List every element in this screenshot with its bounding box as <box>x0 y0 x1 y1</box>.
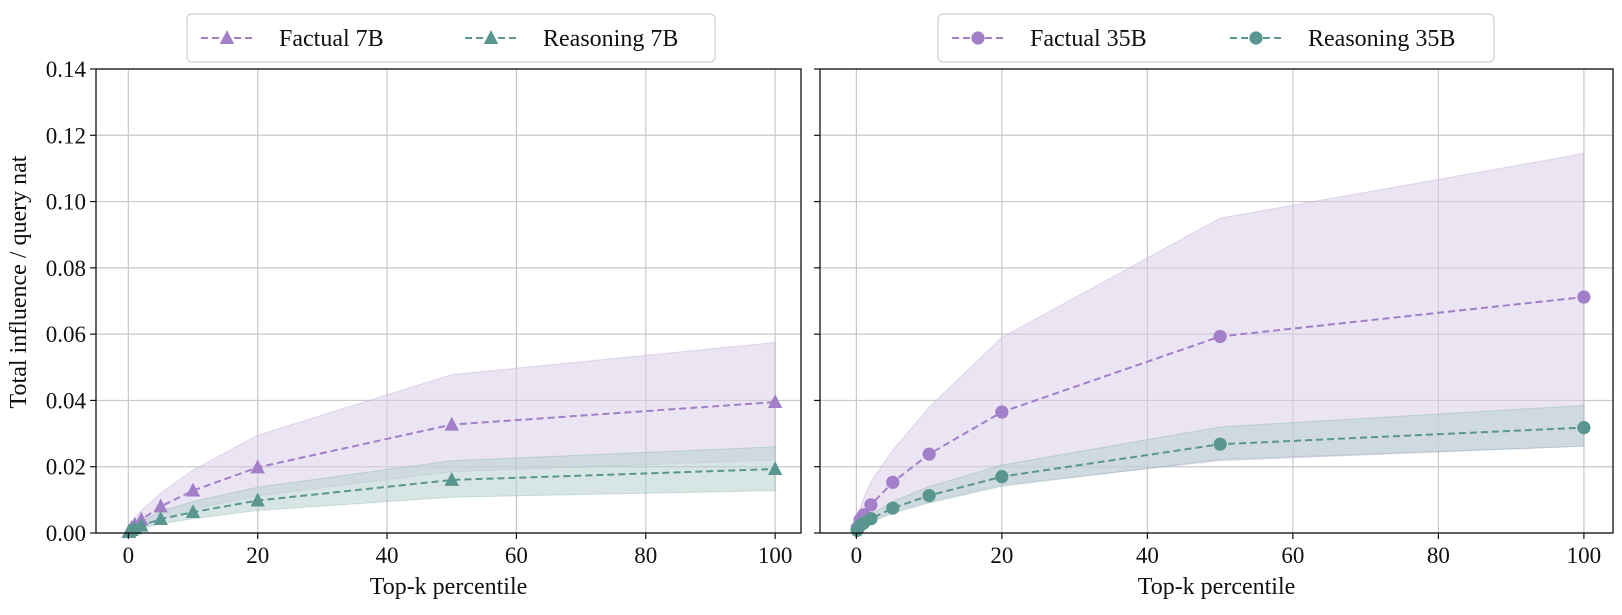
data-point <box>185 482 201 497</box>
data-point <box>153 511 168 526</box>
legend-label: Factual 7B <box>279 26 384 52</box>
legend-marker <box>219 30 235 44</box>
panel-1: 0 20 40 60 80 100 0.00 0.02 0.04 0.06 0.08 0.10 0.12… <box>46 13 802 600</box>
legend-box <box>186 13 716 63</box>
data-point <box>1213 437 1227 451</box>
data-point <box>767 461 783 475</box>
data-point <box>250 492 265 507</box>
y-axis-label: Total influence / query nat <box>6 155 32 408</box>
legend-marker <box>483 30 499 44</box>
y-tick-label: 0.14 <box>46 57 87 82</box>
x-tick-label: 80 <box>634 543 657 568</box>
x-tick-label: 40 <box>1136 543 1159 568</box>
x-tick-label: 20 <box>990 543 1013 568</box>
data-point <box>767 394 783 409</box>
data-point <box>153 498 168 513</box>
x-tick-label: 20 <box>246 543 269 568</box>
y-tick-label: 0.02 <box>46 455 86 480</box>
legend-marker <box>971 31 985 45</box>
x-tick-label: 100 <box>1567 543 1602 568</box>
x-tick-label: 0 <box>851 543 863 568</box>
data-point <box>886 475 900 489</box>
x-tick-label: 100 <box>758 543 793 568</box>
y-tick-label: 0.00 <box>46 521 86 546</box>
legend-label: Reasoning 35B <box>1308 26 1455 52</box>
data-point <box>134 517 149 532</box>
data-point <box>185 504 201 519</box>
y-tick-label: 0.10 <box>46 190 86 215</box>
data-point <box>995 405 1009 419</box>
data-point <box>864 498 878 512</box>
data-point <box>995 470 1009 484</box>
data-point <box>444 472 459 486</box>
legend-marker <box>1249 31 1263 45</box>
x-tick-label: 60 <box>505 543 528 568</box>
x-tick-label: 80 <box>1427 543 1450 568</box>
x-axis-label: Top-k percentile <box>370 574 528 600</box>
x-tick-label: 60 <box>1281 543 1304 568</box>
legend-box <box>937 13 1495 63</box>
legend: Factual 35B Reasoning 35B <box>937 13 1495 63</box>
data-point <box>922 488 936 503</box>
panel-2: 0 20 40 60 80 100 Top-k percentile Factual 35B R… <box>814 13 1614 600</box>
data-point <box>864 512 878 526</box>
x-tick-label: 40 <box>376 543 399 568</box>
data-point <box>1213 329 1227 344</box>
y-tick-label: 0.08 <box>46 256 86 281</box>
plot-frame <box>95 68 802 534</box>
x-tick-label: 0 <box>123 543 135 568</box>
y-tick-label: 0.06 <box>46 322 86 347</box>
data-point <box>1577 290 1591 304</box>
y-tick-label: 0.12 <box>46 123 86 148</box>
x-axis-label: Top-k percentile <box>1138 574 1296 600</box>
legend-label: Reasoning 7B <box>543 26 678 52</box>
data-point <box>922 447 936 461</box>
data-point <box>444 416 459 431</box>
data-point <box>886 501 900 515</box>
data-point <box>250 459 265 474</box>
plot-frame <box>819 68 1614 534</box>
legend: Factual 7B Reasoning 7B <box>186 13 716 63</box>
legend-label: Factual 35B <box>1030 26 1147 52</box>
data-point <box>1577 421 1591 435</box>
y-tick-label: 0.04 <box>46 388 87 413</box>
